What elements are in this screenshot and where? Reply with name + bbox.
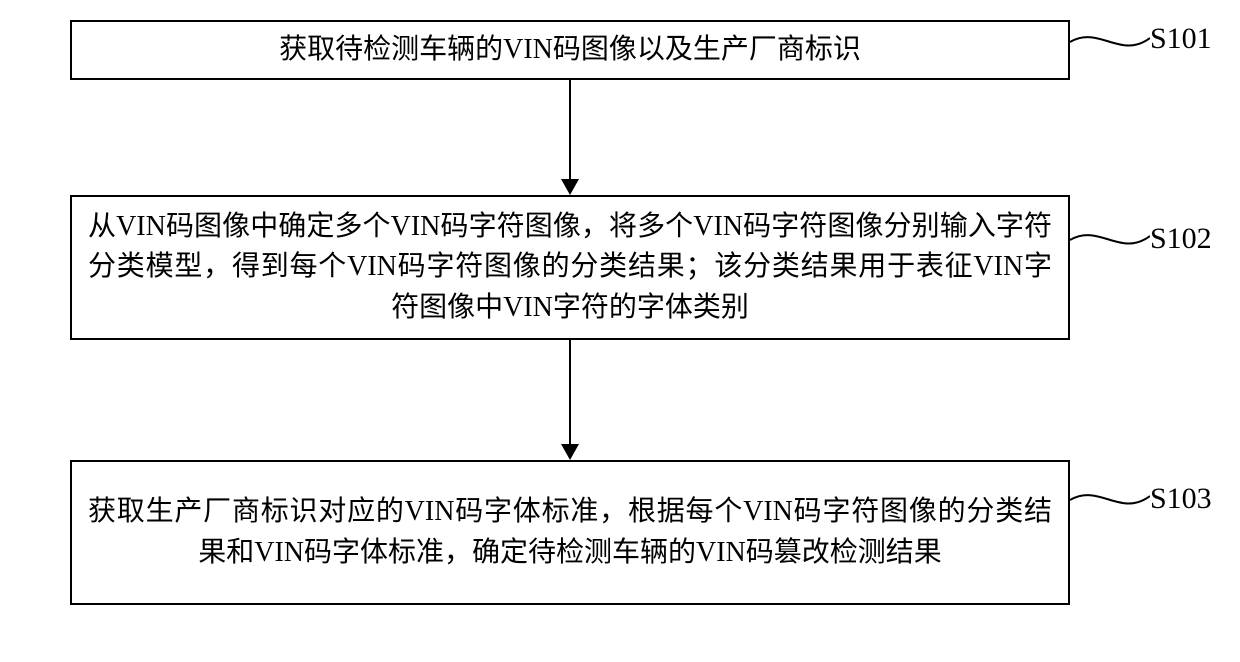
step-label-s101: S101 [1150, 22, 1212, 56]
connector-s103 [1070, 488, 1150, 518]
step-label-s102: S102 [1150, 222, 1212, 256]
arrow-2-line [569, 340, 571, 445]
arrow-1-head [561, 179, 579, 195]
step-box-s101: 获取待检测车辆的VIN码图像以及生产厂商标识 [70, 20, 1070, 80]
step-text-s102: 从VIN码图像中确定多个VIN码字符图像，将多个VIN码字符图像分别输入字符分类… [88, 207, 1052, 329]
connector-s102 [1070, 228, 1150, 258]
step-text-s103: 获取生产厂商标识对应的VIN码字体标准，根据每个VIN码字符图像的分类结果和VI… [88, 492, 1052, 573]
step-label-s103: S103 [1150, 482, 1212, 516]
connector-s101 [1070, 30, 1150, 60]
arrow-2-head [561, 444, 579, 460]
step-box-s102: 从VIN码图像中确定多个VIN码字符图像，将多个VIN码字符图像分别输入字符分类… [70, 195, 1070, 340]
step-box-s103: 获取生产厂商标识对应的VIN码字体标准，根据每个VIN码字符图像的分类结果和VI… [70, 460, 1070, 605]
arrow-1-line [569, 80, 571, 180]
step-text-s101: 获取待检测车辆的VIN码图像以及生产厂商标识 [279, 30, 861, 71]
